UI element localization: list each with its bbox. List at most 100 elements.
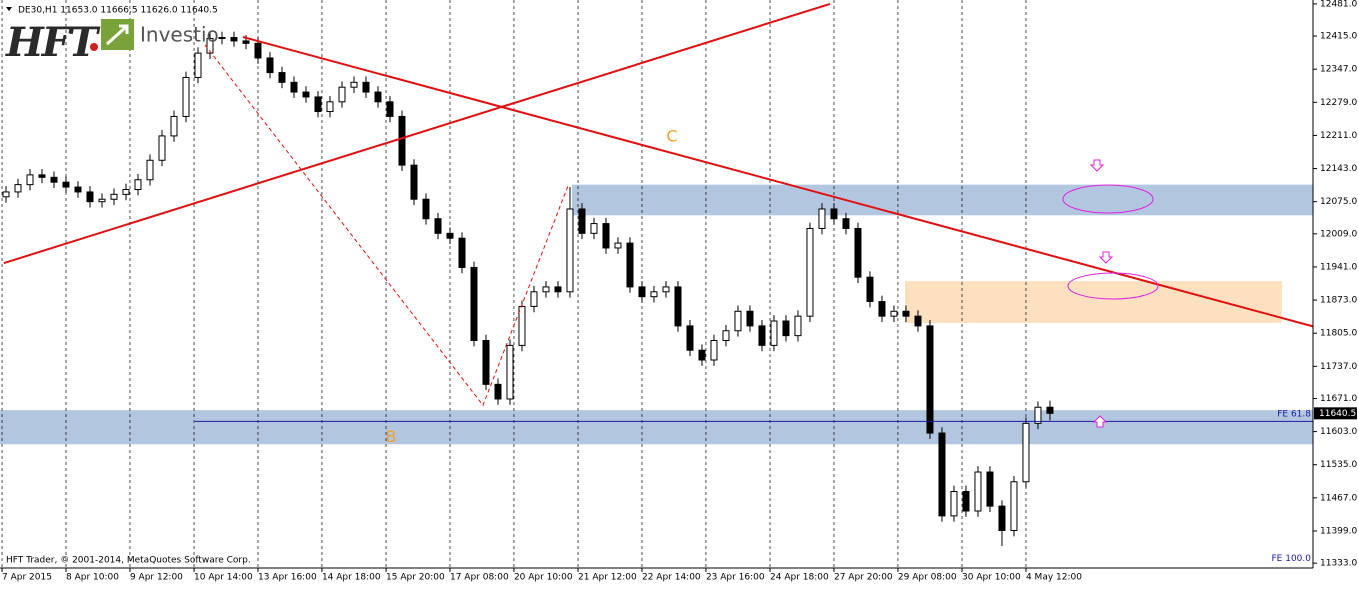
candle-body [974,471,982,512]
candle-body [902,310,910,317]
candle-body [254,42,262,59]
candle-body [314,96,322,113]
candle-body [230,37,238,42]
candle-body [506,344,514,400]
y-tick-label: 12143.0 [1320,164,1357,174]
candle-body [218,37,226,40]
candle-body [866,276,874,303]
candle-body [794,315,802,337]
y-tick-label: 11399.0 [1320,526,1357,536]
candle-body [566,208,574,293]
candle-body [14,184,22,193]
x-tick-label: 20 Apr 10:00 [514,573,573,583]
copyright: HFT Trader, © 2001-2014, MetaQuotes Soft… [6,556,251,566]
y-tick-label: 11873.0 [1320,296,1357,306]
candle-body [806,227,814,317]
candle-body [938,432,946,517]
candle-body [338,86,346,103]
x-tick-label: 22 Apr 14:00 [642,573,701,583]
x-tick-label: 29 Apr 08:00 [898,573,957,583]
y-tick-label: 12347.0 [1320,65,1357,75]
candle-body [206,37,214,54]
candle-body [626,242,634,288]
fib-label: FE 61.8 [1277,410,1311,420]
candle-body [446,232,454,239]
ellipse-marker [1067,272,1159,300]
candle-body [50,176,58,183]
candle-body [422,198,430,220]
candle-body [914,315,922,327]
candle-body [650,291,658,298]
candle-body [962,491,970,512]
price-zone [572,184,1313,216]
fib-label: FE 100.0 [1272,554,1312,564]
candle-body [698,349,706,361]
x-tick-label: 27 Apr 20:00 [834,573,893,583]
candle-body [542,286,550,293]
candle-body [134,179,142,190]
candle-body [590,223,598,234]
candle-body [710,340,718,361]
candle-body [818,208,826,229]
candle-body [434,218,442,234]
candle-body [146,159,154,181]
candle-body [386,101,394,117]
x-tick-label: 21 Apr 12:00 [578,573,637,583]
candle-body [1022,422,1030,483]
y-tick-label: 12415.0 [1320,32,1357,42]
candle-body [302,91,310,98]
candle-body [1010,481,1018,531]
ellipse-marker [1062,184,1154,214]
candle-body [602,223,610,249]
candle-body [62,181,70,188]
candle-body [998,505,1006,531]
x-tick-label: 9 Apr 12:00 [130,573,183,583]
y-tick-label: 11737.0 [1320,362,1357,372]
candle-body [122,188,130,195]
plot-area [0,0,1314,568]
candle-body [578,208,586,234]
candle-body [242,40,250,44]
x-tick-label: 30 Apr 10:00 [962,573,1021,583]
candle-body [86,191,94,203]
y-tick-label: 11467.0 [1320,493,1357,503]
y-tick-label: 11941.0 [1320,262,1357,272]
x-tick-label: 4 May 12:00 [1026,573,1082,583]
annotation: B [385,427,396,446]
y-tick-label: 12481.0 [1320,0,1357,9]
y-tick-label: 11603.0 [1320,427,1357,437]
candle-body [98,198,106,203]
candle-body [638,286,646,298]
candle-body [74,186,82,193]
candle-body [458,237,466,268]
y-tick-label: 11805.0 [1320,329,1357,339]
candle-body [494,383,502,400]
current-price: 11640.5 [1319,409,1356,419]
trend-line [242,36,1314,328]
candle-body [110,193,118,200]
y-tick-label: 11333.0 [1320,559,1357,569]
candle-body [782,320,790,337]
candle-body [278,72,286,83]
candle-body [830,208,838,220]
candle-body [722,330,730,342]
candle-body [854,227,862,278]
arrow-down [1098,251,1114,264]
candle-body [266,57,274,74]
chart-header: DE30,H1 11653.0 11666.5 11626.0 11640.5 [18,6,218,16]
x-tick-label: 7 Apr 2015 [2,573,52,583]
y-tick-label: 12211.0 [1320,131,1357,141]
candle-body [182,76,190,117]
trend-line [204,44,569,407]
candle-body [746,310,754,327]
logo-name: Investio [140,23,219,47]
y-tick-label: 12279.0 [1320,98,1357,108]
candle-body [518,305,526,346]
arrow-up [1092,415,1108,428]
candle-body [350,81,358,88]
candle-body [770,320,778,346]
candle-body [530,291,538,307]
candle-body [470,266,478,342]
arrow-down [1089,159,1105,172]
